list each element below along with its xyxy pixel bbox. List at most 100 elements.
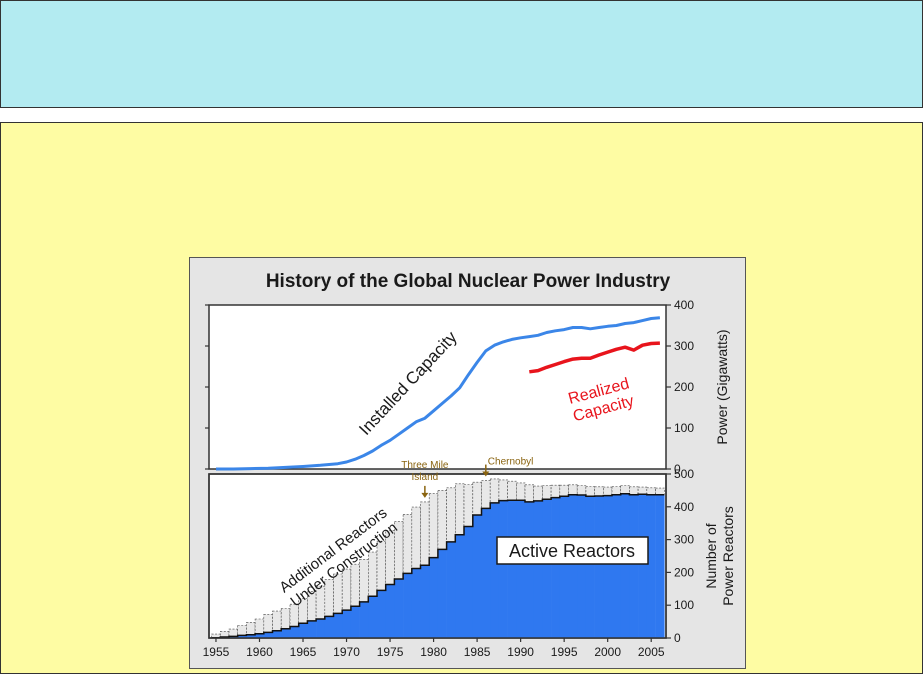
bottom-y-tick-label: 200 [674,565,694,579]
construction-bar [437,490,447,550]
annotation-arrow-head [482,471,490,477]
active-bar [411,568,421,638]
construction-bar [454,483,465,535]
active-bar [464,526,473,638]
construction-bar [219,631,230,638]
construction-bar [246,621,256,636]
bottom-plot-frame [208,473,667,639]
active-bar [394,579,404,638]
annotation-label: Three Mile Island [401,460,449,483]
active-bar [507,500,517,638]
construction-bar [272,610,282,632]
realized-capacity-line [529,341,660,374]
construction-bar [602,486,613,496]
construction-bar [463,484,473,527]
annotation-arrow-head [421,492,429,498]
annotation-label: Chernobyl [488,457,534,468]
active-bar [246,634,256,638]
active-bar [263,632,273,638]
construction-bar [428,493,439,558]
construction-bar [542,485,552,500]
active-bar [498,500,508,638]
construction-bar [637,486,648,495]
chart-figure: History of the Global Nuclear Power Indu… [189,257,746,669]
construction-bar [254,618,265,635]
top-plot-area [208,304,667,470]
active-bar [655,494,665,638]
active-bar [472,515,482,638]
construction-bar [533,485,543,502]
active-bar [255,633,265,638]
x-tick-label: 1985 [464,645,491,659]
construction-bar [411,506,421,569]
construction-bar [263,614,273,633]
construction-bar [228,628,238,637]
active-bar [316,619,326,638]
construction-bar [481,480,491,509]
chart-title: History of the Global Nuclear Power Indu… [266,271,671,292]
active-bar [551,497,561,638]
construction-bar [585,486,595,497]
active-bar [629,494,639,638]
construction-bar [280,608,291,630]
active-bar [577,495,587,638]
active-bar [342,610,352,638]
active-bar [585,496,595,638]
active-bar [429,557,439,638]
bottom-y-tick-label: 500 [674,467,694,481]
construction-bar [655,487,665,496]
construction-bar [515,482,526,501]
active-bar [307,620,317,638]
active-bar [568,494,578,638]
x-tick-label: 1990 [507,645,534,659]
top-y-tick-label: 0 [674,462,681,476]
active-bar [533,500,543,638]
active-bar [559,496,569,638]
top-y-tick-label: 100 [674,421,694,435]
active-bar [603,495,613,638]
x-tick-label: 1965 [290,645,317,659]
active-bar [229,636,238,638]
bottom-y-tick-label: 0 [674,631,681,645]
active-bar [516,500,526,638]
construction-bar [559,484,569,497]
construction-bar [359,558,369,603]
construction-bar [524,484,534,503]
construction-bar [498,479,508,501]
construction-bar [402,513,413,574]
construction-bar [568,484,578,495]
active-bar [281,628,291,638]
construction-bar [489,478,500,504]
top-y-tick-label: 200 [674,380,694,394]
active-bar [237,635,247,638]
active-bar [385,584,395,638]
x-tick-label: 1995 [551,645,578,659]
construction-bar [507,480,517,501]
active-bar [272,630,282,638]
active-bar [403,573,413,638]
active-reactors-label: Active Reactors [509,541,635,561]
active-bar [290,626,299,638]
x-tick-label: 2000 [594,645,621,659]
active-bar [481,508,491,638]
construction-bar [550,484,561,498]
construction-bar [420,501,430,566]
construction-bar [594,486,604,497]
construction-bar [472,481,482,516]
active-bar [324,616,334,638]
active-bar [638,494,648,638]
installed-capacity-line [216,316,661,471]
active-bar [446,541,456,638]
active-bar [620,493,630,638]
active-bar [594,496,604,638]
x-tick-label: 1980 [420,645,447,659]
top-y-tick-label: 400 [674,298,694,312]
bottom-y-tick-label: 300 [674,533,694,547]
x-tick-label: 1960 [246,645,273,659]
active-bar [377,590,386,638]
x-tick-label: 1975 [377,645,404,659]
active-bar [612,494,621,638]
construction-bar [576,485,587,496]
top-y-tick-label: 300 [674,339,694,353]
construction-bar [368,551,378,597]
